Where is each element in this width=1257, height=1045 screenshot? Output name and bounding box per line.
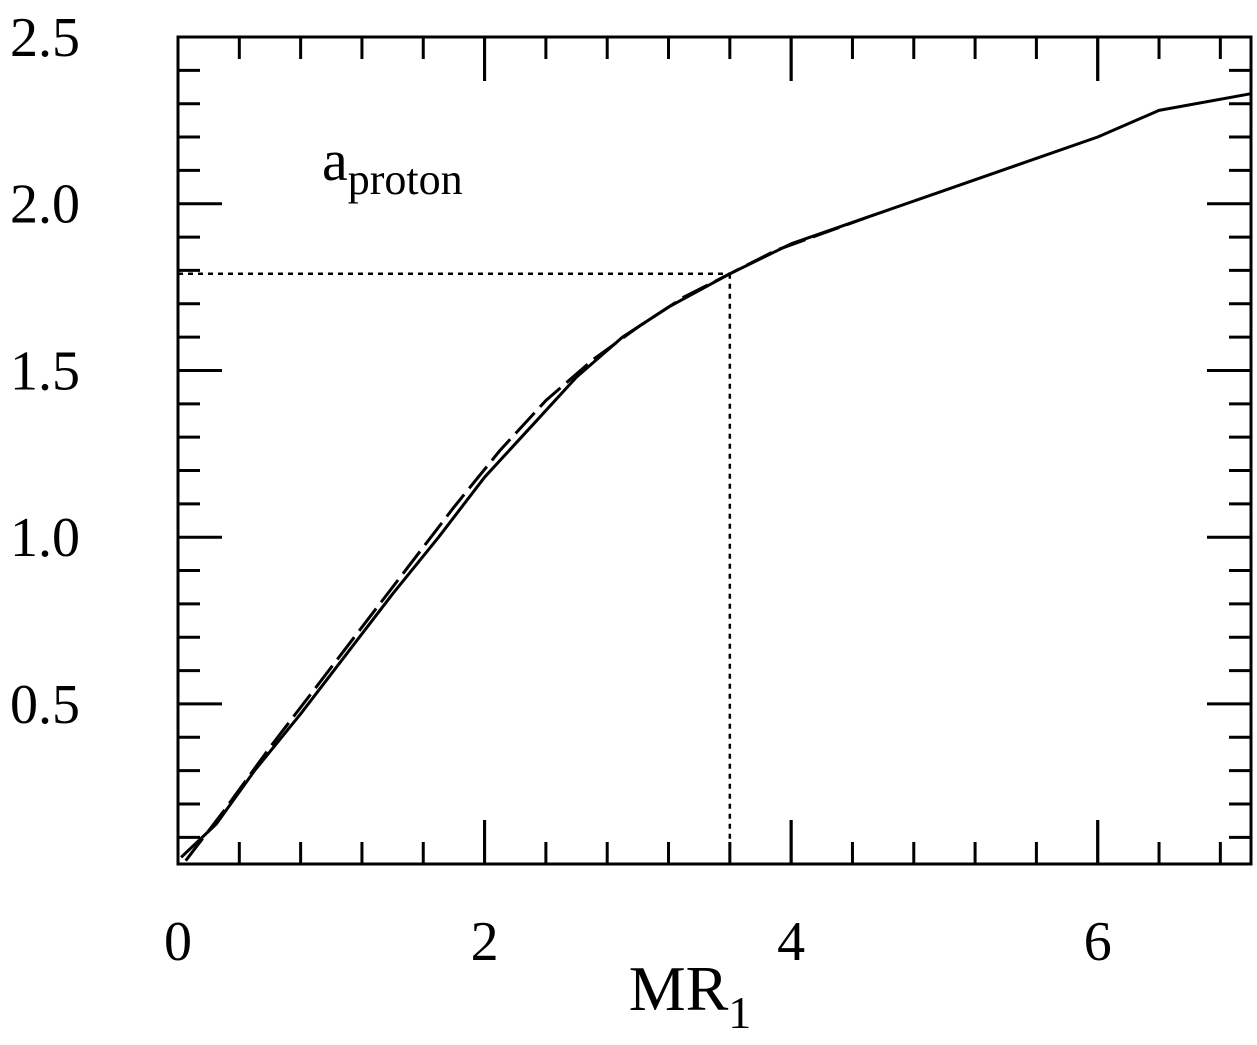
- series-layer: [180, 92, 1252, 862]
- annotation-a-proton: aproton: [322, 128, 463, 204]
- x-tick-label: 2: [471, 911, 499, 973]
- series-line-dashed: [184, 215, 869, 862]
- series-line-solid: [180, 92, 1252, 859]
- y-tick-label: 2.0: [10, 174, 80, 236]
- reference-lines: [178, 272, 732, 864]
- y-tick-label: 0.5: [10, 674, 80, 736]
- y-tick-label: 1.5: [10, 340, 80, 402]
- x-axis-title-main: MR: [629, 953, 729, 1024]
- x-axis-title: MR1: [629, 953, 752, 1038]
- annotation-main: a: [322, 128, 348, 193]
- x-tick-label: 4: [777, 911, 805, 973]
- tick-labels: 0 2 4 6 0.5 1.0 1.5 2.0 2.5: [10, 7, 1112, 973]
- x-axis-title-subscript: 1: [728, 987, 751, 1038]
- annotation-subscript: proton: [348, 155, 463, 204]
- y-tick-label: 2.5: [10, 7, 80, 69]
- plot-frame: [176, 35, 1253, 866]
- x-tick-label: 6: [1084, 911, 1112, 973]
- y-tick-label: 1.0: [10, 507, 80, 569]
- x-tick-label: 0: [164, 911, 192, 973]
